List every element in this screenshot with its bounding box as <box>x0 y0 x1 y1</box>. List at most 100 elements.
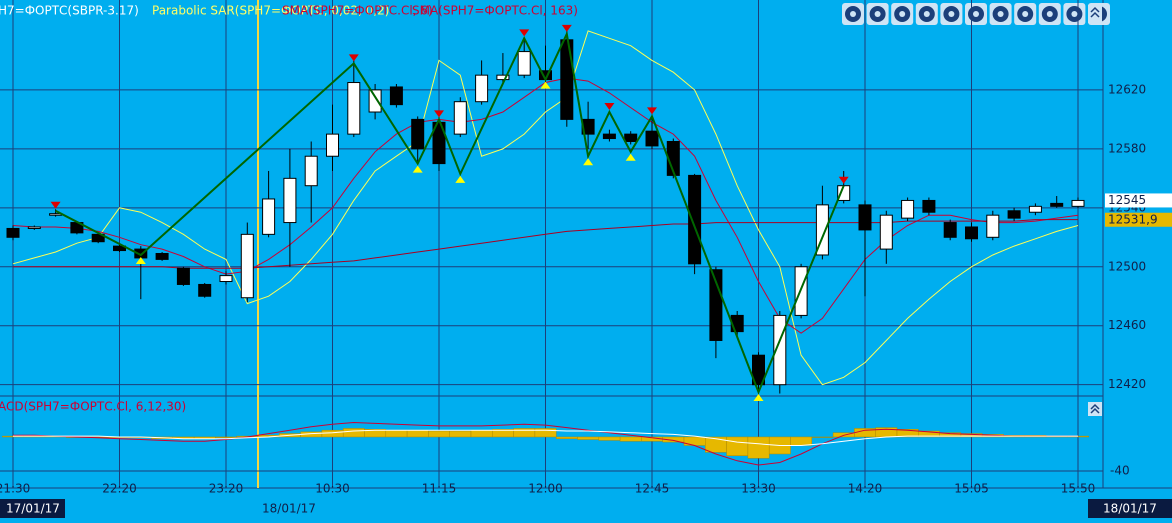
candle-body <box>496 74 510 81</box>
price-tag-label: 12531,9 <box>1108 212 1158 226</box>
candle-body <box>752 354 765 386</box>
toolbar-button[interactable] <box>915 3 938 25</box>
candle-body <box>432 121 446 165</box>
toolbar-button[interactable] <box>1063 3 1086 25</box>
pivot-low-marker <box>753 394 764 402</box>
candle-body <box>560 39 574 120</box>
date-label: 17/01/17 <box>6 502 60 516</box>
pivot-low-marker <box>583 158 594 166</box>
candle-body <box>879 214 893 250</box>
candle-body <box>1007 210 1021 219</box>
y-tick-label: 12460 <box>1108 318 1146 332</box>
date-box <box>1088 499 1172 518</box>
candle-body <box>1028 205 1042 213</box>
histogram-bar <box>555 436 578 439</box>
pivot-high-marker <box>838 176 849 184</box>
y-tick-label: 12620 <box>1108 82 1146 96</box>
candle-body <box>389 86 403 106</box>
histogram-bar <box>747 436 770 459</box>
x-tick-label: 15:05 <box>954 482 989 496</box>
candle-body <box>943 222 957 238</box>
candle-body <box>1050 202 1064 207</box>
toolbar-button[interactable] <box>965 3 987 25</box>
button-icon-inner <box>1022 11 1029 17</box>
pivot-low-marker <box>455 175 466 183</box>
date-label: 18/01/17 <box>262 502 316 516</box>
x-tick-label: 21:30 <box>0 482 30 496</box>
histogram-bar <box>705 436 727 453</box>
histogram-bar <box>577 436 600 440</box>
histogram-bar <box>406 429 429 438</box>
button-icon-inner <box>874 11 881 17</box>
toolbar-button[interactable] <box>866 3 889 25</box>
candle-body <box>1071 199 1085 207</box>
y-tick-label: -40 <box>1110 463 1130 477</box>
pivot-high-marker <box>50 201 61 209</box>
toolbar-button[interactable] <box>940 3 963 25</box>
histogram-bar <box>385 429 408 438</box>
candle-body <box>475 74 489 103</box>
pivot-high-marker <box>604 103 615 111</box>
histogram-bar <box>470 429 493 438</box>
pivot-low-marker <box>625 153 636 161</box>
button-icon-inner <box>850 11 856 17</box>
price-tag <box>1105 212 1172 227</box>
candle-body <box>368 89 382 113</box>
x-tick-label: 14:20 <box>848 482 883 496</box>
pivot-high-marker <box>561 24 572 32</box>
price-tag <box>1105 193 1172 208</box>
legend-entry: SMA(SPH7=ФОРТС.Cl, 6) <box>282 4 433 18</box>
candle-body <box>624 133 638 142</box>
button-icon-inner <box>923 11 930 17</box>
y-tick-label: 12420 <box>1108 377 1146 391</box>
candle-body <box>645 130 659 147</box>
button-icon-inner <box>1071 11 1078 17</box>
x-tick-label: 22:20 <box>102 482 137 496</box>
candle-body <box>347 82 361 135</box>
candle-body <box>986 214 1000 238</box>
legend-entry: Parabolic SAR(SPH7=ФОРТС, 0,02, 0,2) <box>152 4 389 18</box>
candle-body <box>411 118 425 150</box>
macd-line <box>13 429 1078 446</box>
panel-title: ACD(SPH7=ФОРТС.Cl, 6,12,30) <box>0 400 186 414</box>
candle-body <box>262 198 276 235</box>
histogram-bar <box>811 436 834 438</box>
zigzag-line <box>55 30 845 395</box>
pivot-high-marker <box>348 54 359 62</box>
collapse-button[interactable] <box>1088 402 1102 416</box>
x-tick-label: 15:50 <box>1061 482 1096 496</box>
legend-title: H7=ФОРТС(SBPR-3.17) <box>0 4 139 18</box>
histogram-bar <box>598 436 621 441</box>
button-icon <box>1090 6 1100 18</box>
y-tick-label: 12580 <box>1108 141 1146 155</box>
price-tag-label: 12545 <box>1108 193 1146 207</box>
toolbar-button[interactable] <box>989 3 1012 25</box>
candle-body <box>304 155 318 187</box>
x-tick-label: 23:20 <box>209 482 244 496</box>
toolbar-button[interactable] <box>891 3 914 25</box>
button-icon-inner <box>997 11 1004 17</box>
toolbar-button[interactable] <box>842 3 864 25</box>
candle-body <box>602 133 616 140</box>
button-icon <box>1090 403 1100 414</box>
toolbar-button[interactable] <box>1014 3 1037 25</box>
candle-body <box>219 275 233 283</box>
y-tick-label: 12500 <box>1108 259 1146 273</box>
candle-body <box>688 174 702 265</box>
toolbar-button[interactable] <box>1038 3 1061 25</box>
candle-body <box>517 51 531 76</box>
candle-body <box>326 133 339 157</box>
histogram-bar <box>215 436 237 439</box>
date-box <box>0 499 65 518</box>
histogram-bar <box>342 428 365 438</box>
histogram-bar <box>726 436 749 456</box>
pivot-high-marker <box>647 107 657 115</box>
button-icon-inner <box>899 11 906 17</box>
button-icon-inner <box>948 11 955 17</box>
pivot-low-marker <box>412 165 423 173</box>
candle-body <box>198 283 212 297</box>
collapse-button[interactable] <box>1088 5 1102 23</box>
